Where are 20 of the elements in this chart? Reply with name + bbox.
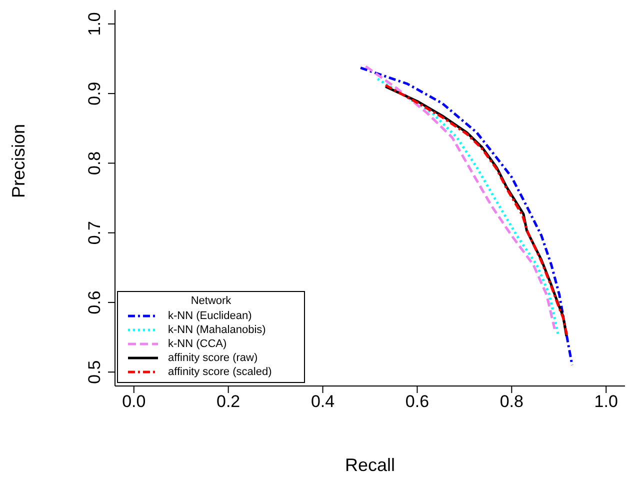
x-tick-label: 0.6 xyxy=(405,392,430,412)
x-tick-label: 0.0 xyxy=(122,392,146,412)
y-tick-label: 1.0 xyxy=(85,12,104,36)
y-axis-title: Precision xyxy=(8,124,28,198)
legend-label: k-NN (Euclidean) xyxy=(168,310,252,322)
y-tick-label: 0.9 xyxy=(85,82,104,106)
x-tick-label: 0.2 xyxy=(216,392,240,412)
x-axis-title: Recall xyxy=(344,455,396,475)
legend-label: affinity score (scaled) xyxy=(168,366,272,378)
x-tick-label: 1.0 xyxy=(594,392,618,412)
x-tick-label: 0.8 xyxy=(500,392,524,412)
y-tick-label: 0.6 xyxy=(85,290,104,314)
legend-title: Network xyxy=(190,295,232,307)
legend-label: k-NN (CCA) xyxy=(168,338,227,350)
legend-label: affinity score (raw) xyxy=(168,352,258,364)
y-tick-label: 0.7 xyxy=(85,220,104,245)
x-tick-label: 0.4 xyxy=(310,392,335,412)
legend-label: k-NN (Mahalanobis) xyxy=(168,324,266,336)
y-tick-label: 0.5 xyxy=(85,360,104,384)
y-tick-label: 0.8 xyxy=(85,151,104,176)
